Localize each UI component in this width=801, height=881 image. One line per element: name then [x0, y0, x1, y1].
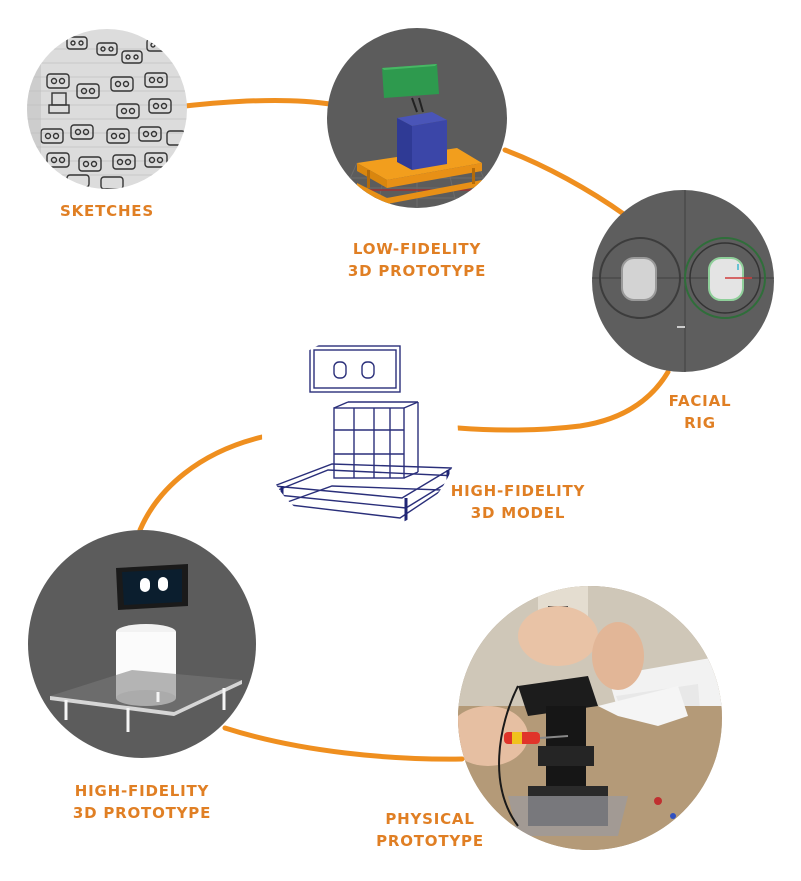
- label-high-fidelity-3d-prototype: HIGH-FIDELITY 3D PROTOTYPE: [60, 780, 224, 824]
- high-fidelity-3d-model-image: [262, 336, 458, 532]
- label-line: HIGH-FIDELITY: [450, 482, 586, 500]
- label-physical-prototype: PHYSICAL PROTOTYPE: [370, 808, 490, 852]
- label-facial-rig: FACIAL RIG: [640, 390, 760, 434]
- sketches-image: [27, 29, 187, 189]
- label-line: FACIAL: [668, 392, 732, 410]
- label-sketches: SKETCHES: [47, 200, 167, 222]
- label-line: RIG: [684, 414, 716, 432]
- label-line: 3D MODEL: [470, 504, 566, 522]
- facial-rig-image: [592, 190, 774, 372]
- label-line: PROTOTYPE: [376, 832, 484, 850]
- high-fidelity-3d-prototype-image: [28, 530, 256, 758]
- label-line: PHYSICAL: [385, 810, 475, 828]
- label-high-fidelity-3d-model: HIGH-FIDELITY 3D MODEL: [438, 480, 598, 524]
- label-line: HIGH-FIDELITY: [74, 782, 210, 800]
- label-line: SKETCHES: [60, 202, 154, 220]
- label-line: LOW-FIDELITY: [352, 240, 482, 258]
- label-line: 3D PROTOTYPE: [72, 804, 212, 822]
- physical-prototype-image: [458, 586, 722, 850]
- label-low-fidelity-3d-prototype: LOW-FIDELITY 3D PROTOTYPE: [330, 238, 504, 282]
- low-fidelity-3d-prototype-image: [327, 28, 507, 208]
- label-line: 3D PROTOTYPE: [347, 262, 487, 280]
